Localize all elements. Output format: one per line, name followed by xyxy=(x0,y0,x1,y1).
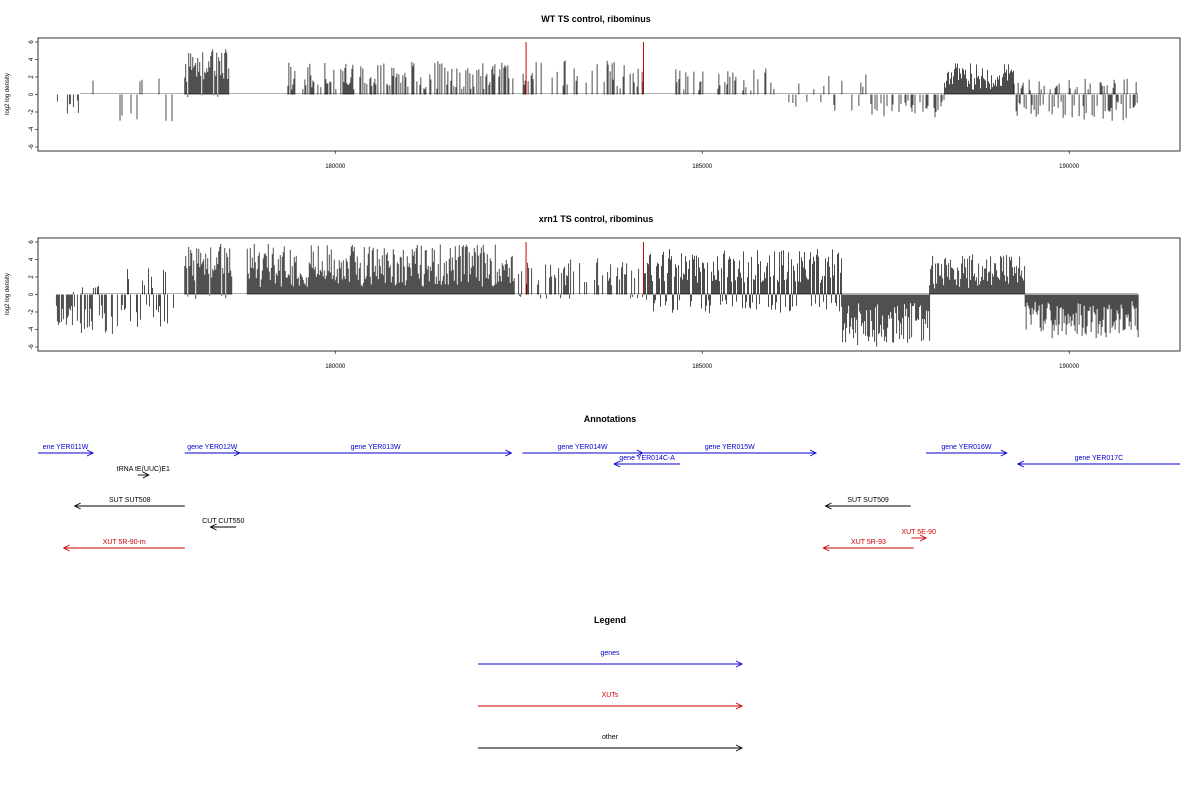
feature-label: tRNA tE(UUC)E1 xyxy=(117,466,170,473)
panel-wt-bars xyxy=(56,49,1138,122)
panel-xrn1-x-axis: 180000 185000 190000 xyxy=(325,351,1080,370)
panel-xrn1-title: xrn1 TS control, ribominus xyxy=(539,214,654,224)
legend-items: genes XUTs other xyxy=(478,650,744,752)
y-tick-label: 4 xyxy=(29,257,35,261)
feature-arrow-head xyxy=(824,502,832,510)
legend-arrow-head xyxy=(735,744,744,752)
y-tick-label: -6 xyxy=(29,344,35,350)
feature-label: gene YER014C-A xyxy=(619,455,675,462)
y-tick-label: 2 xyxy=(29,75,35,79)
feature-label: SUT SUT509 xyxy=(847,497,889,504)
legend-label: genes xyxy=(600,650,620,657)
feature-arrow-head xyxy=(636,449,644,457)
feature-label: gene YER016W xyxy=(941,444,991,451)
y-tick-label: -2 xyxy=(29,309,35,315)
x-tick-label: 180000 xyxy=(325,364,346,370)
y-tick-label: 0 xyxy=(29,292,35,296)
panel-wt-x-axis: 180000 185000 190000 xyxy=(325,151,1080,170)
feature-label: XUT 5E-90 xyxy=(901,529,936,536)
x-tick-label: 185000 xyxy=(692,364,713,370)
legend-arrow-head xyxy=(735,660,744,668)
panel-wt-ylabel: log2 log density xyxy=(5,73,11,115)
feature-arrow-head xyxy=(86,449,95,457)
panel-xrn1-y-axis: 6 4 2 0 -2 -4 -6 xyxy=(29,240,38,350)
annotations-track: Annotations ene YER011W gene YER012W gene … xyxy=(38,414,1180,552)
feature-label: gene YER015W xyxy=(705,444,755,451)
feature-label: XUT 5R-90-m xyxy=(103,539,146,546)
feature-arrow-head xyxy=(1016,460,1025,468)
feature-label: gene YER012W xyxy=(187,444,237,451)
panel-xrn1-ylabel: log2 log density xyxy=(5,273,11,315)
feature-label: gene YER014W xyxy=(558,444,608,451)
y-tick-label: -4 xyxy=(29,326,35,332)
legend-title: Legend xyxy=(594,615,626,625)
feature-arrow-head xyxy=(613,460,621,468)
annotation-features: ene YER011W gene YER012W gene YER013W gene … xyxy=(38,444,1180,552)
feature-arrow-head xyxy=(1000,449,1008,457)
panel-wt: WT TS control, ribominus log2 log densit… xyxy=(5,14,1181,170)
panel-wt-y-axis: 6 4 2 0 -2 -4 -6 xyxy=(29,40,38,150)
y-tick-label: 6 xyxy=(29,40,35,44)
feature-label: XUT 5R-93 xyxy=(851,539,886,546)
panel-xrn1-markers xyxy=(525,242,644,295)
y-tick-label: 4 xyxy=(29,57,35,61)
y-tick-label: 0 xyxy=(29,92,35,96)
y-tick-label: -6 xyxy=(29,144,35,150)
feature-label: gene YER017C xyxy=(1075,455,1124,462)
feature-arrow-head xyxy=(73,502,81,510)
x-tick-label: 185000 xyxy=(692,164,713,170)
x-tick-label: 190000 xyxy=(1059,164,1080,170)
y-tick-label: 2 xyxy=(29,275,35,279)
y-tick-label: 6 xyxy=(29,240,35,244)
feature-label: SUT SUT508 xyxy=(109,497,151,504)
feature-arrow-head xyxy=(62,544,70,552)
panel-xrn1-bars xyxy=(55,243,1139,347)
panel-wt-markers xyxy=(525,42,644,95)
feature-arrow-head xyxy=(142,471,150,479)
legend: Legend genes XUTs other xyxy=(478,615,744,752)
panel-xrn1: xrn1 TS control, ribominus log2 log dens… xyxy=(5,214,1181,370)
legend-label: other xyxy=(602,734,619,741)
feature-arrow-head xyxy=(822,544,830,552)
y-tick-label: -2 xyxy=(29,109,35,115)
feature-arrow-head xyxy=(505,449,513,457)
x-tick-label: 180000 xyxy=(325,164,346,170)
feature-label: gene YER013W xyxy=(351,444,401,451)
legend-arrow-head xyxy=(735,702,744,710)
annotations-title: Annotations xyxy=(584,414,637,424)
feature-label: CUT CUT550 xyxy=(202,518,244,525)
legend-label: XUTs xyxy=(602,692,619,699)
panel-wt-title: WT TS control, ribominus xyxy=(541,14,651,24)
y-tick-label: -4 xyxy=(29,126,35,132)
feature-label: ene YER011W xyxy=(43,444,89,451)
feature-arrow-head xyxy=(919,534,928,542)
feature-arrow-head xyxy=(809,449,817,457)
feature-arrow-head xyxy=(209,523,217,531)
x-tick-label: 190000 xyxy=(1059,364,1080,370)
